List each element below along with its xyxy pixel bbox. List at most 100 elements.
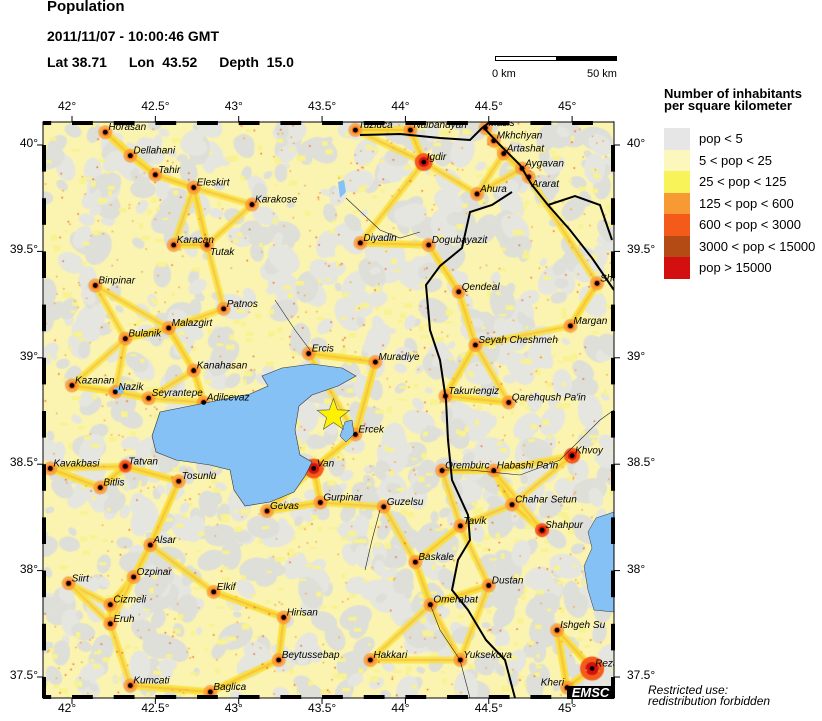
city-marker[interactable]: Mkhchyan xyxy=(491,131,543,144)
city-marker[interactable]: Kumcati xyxy=(127,676,170,688)
city-marker[interactable]: Baglica xyxy=(207,682,247,695)
city-marker[interactable]: Aygavan xyxy=(519,158,565,171)
city-marker[interactable]: Ahura xyxy=(474,184,508,197)
city-dot-icon xyxy=(69,383,75,388)
city-marker[interactable]: Oremburc xyxy=(439,461,490,473)
city-marker[interactable]: Binpinar xyxy=(92,275,136,288)
city-marker[interactable]: Horasan xyxy=(102,122,147,135)
city-dot-icon xyxy=(276,657,282,663)
city-marker[interactable]: Patnos xyxy=(221,299,258,312)
city-marker[interactable]: Eruh xyxy=(107,614,135,627)
city-marker[interactable]: Nazik xyxy=(112,382,144,395)
city-marker[interactable]: Kavakbasi xyxy=(47,458,100,471)
city-marker[interactable]: Igdir xyxy=(421,152,447,165)
city-marker[interactable]: Tavik xyxy=(458,516,487,529)
city-marker[interactable]: Margan xyxy=(568,316,608,329)
city-marker[interactable]: Nalbandyan xyxy=(408,122,467,133)
city-marker[interactable]: Sho xyxy=(594,273,614,286)
city-marker[interactable]: Yuksekova xyxy=(458,650,512,663)
city-label: Chahar Setun xyxy=(515,495,577,506)
city-label: Takuriengiz xyxy=(448,386,499,397)
city-label: Artashat xyxy=(506,144,545,155)
city-marker[interactable]: Qendeal xyxy=(456,282,500,295)
city-marker[interactable]: Dustan xyxy=(486,575,524,588)
city-marker[interactable]: Ararat xyxy=(526,174,560,190)
city-marker[interactable]: Ercek xyxy=(352,424,385,437)
city-marker[interactable]: Reza xyxy=(589,658,614,671)
city-marker[interactable]: Takuriengiz xyxy=(443,386,499,399)
city-dot-icon xyxy=(408,127,413,133)
city-marker[interactable]: Baskale xyxy=(413,552,454,565)
city-marker[interactable]: Gevas xyxy=(264,501,299,514)
city-marker[interactable]: Ozpinar xyxy=(131,567,172,580)
city-marker[interactable]: Hakkari xyxy=(367,650,408,663)
city-dot-icon xyxy=(166,325,172,331)
city-dot-icon xyxy=(66,580,72,586)
city-label: Omerabat xyxy=(433,595,479,606)
city-marker[interactable]: Van xyxy=(311,458,335,471)
city-marker[interactable]: Seyah Cheshmeh xyxy=(473,335,558,348)
city-marker[interactable]: Seyrantepe xyxy=(146,388,203,401)
city-label: Masis xyxy=(488,122,514,129)
city-marker[interactable]: Malazgirt xyxy=(166,318,213,331)
city-label: Siirt xyxy=(72,573,90,584)
city-marker[interactable]: Chahar Setun xyxy=(509,495,578,508)
city-label: Ercek xyxy=(358,424,385,435)
lon-tick-label: 43° xyxy=(224,99,243,113)
city-label: Sho xyxy=(600,273,614,284)
city-marker[interactable]: Beytussebap xyxy=(276,650,340,663)
city-marker[interactable]: Ishgeh Su xyxy=(554,620,606,633)
city-marker[interactable]: Kazanan xyxy=(69,375,115,388)
city-marker[interactable]: Omerabat xyxy=(428,595,479,608)
legend-swatch xyxy=(664,171,690,193)
lon-tick-label: 42° xyxy=(58,701,77,715)
city-marker[interactable]: Diyadin xyxy=(357,233,397,246)
city-label: Guzelsu xyxy=(387,497,424,508)
city-marker[interactable]: Ercis xyxy=(306,344,334,356)
city-marker[interactable]: Tahir xyxy=(152,165,181,178)
lat-tick-label: 37.5° xyxy=(627,668,656,682)
legend-label: pop < 5 xyxy=(699,131,743,147)
legend-label: 5 < pop < 25 xyxy=(699,152,773,168)
city-marker[interactable]: Bitlis xyxy=(97,478,125,491)
lon-tick-label: 43.5° xyxy=(308,99,337,113)
scale-end-label: 50 km xyxy=(587,68,617,80)
city-marker[interactable]: Adilcevaz xyxy=(201,392,250,405)
city-marker[interactable]: Kheri xyxy=(541,678,570,691)
city-marker[interactable]: Hirisan xyxy=(281,607,318,620)
lake xyxy=(339,419,355,443)
legend-item: pop > 15000 xyxy=(664,257,815,279)
city-dot-icon xyxy=(426,242,432,248)
city-marker[interactable]: Tutak xyxy=(204,242,236,258)
city-marker[interactable]: Kanahasan xyxy=(191,361,248,373)
legend-swatch xyxy=(664,192,690,214)
city-marker[interactable]: Tuzluca xyxy=(352,122,393,133)
city-marker[interactable]: Gurpinar xyxy=(317,493,363,505)
city-label: Gevas xyxy=(270,501,299,512)
city-marker[interactable]: Masis xyxy=(483,122,515,131)
city-dot-icon xyxy=(127,153,133,159)
city-marker[interactable]: Karakose xyxy=(249,195,298,207)
city-marker[interactable]: Guzelsu xyxy=(381,497,424,510)
city-marker[interactable]: Alsar xyxy=(147,535,177,548)
legend-item: 600 < pop < 3000 xyxy=(664,214,815,236)
scale-start-label: 0 km xyxy=(492,68,516,80)
city-marker[interactable]: Dogubayazit xyxy=(426,235,489,248)
city-marker[interactable]: Elkif xyxy=(211,582,237,595)
city-marker[interactable]: Cizmeli xyxy=(107,595,147,608)
population-map[interactable]: Horasan Dellahani Tahir Eleskirt Karakose Tuz… xyxy=(43,122,614,698)
city-dot-icon xyxy=(428,602,433,608)
city-marker[interactable]: Khvoy xyxy=(569,446,604,459)
city-marker[interactable]: Siirt xyxy=(66,573,90,586)
city-marker[interactable]: Eleskirt xyxy=(191,178,231,190)
city-marker[interactable]: Shahpur xyxy=(539,520,584,533)
city-marker[interactable]: Artashat xyxy=(501,144,545,156)
city-marker[interactable]: Habashi Pa'in xyxy=(491,461,559,473)
city-marker[interactable]: Bulanik xyxy=(122,329,162,342)
restriction-notice: Restricted use: redistribution forbidden xyxy=(648,684,770,707)
city-marker[interactable]: Muradiye xyxy=(372,352,420,365)
city-marker[interactable]: Dellahani xyxy=(127,146,176,159)
city-marker[interactable]: Tosunlu xyxy=(176,471,217,484)
city-marker[interactable]: Tatvan xyxy=(122,456,158,469)
city-marker[interactable]: Qarehqush Pa'in xyxy=(506,392,586,405)
